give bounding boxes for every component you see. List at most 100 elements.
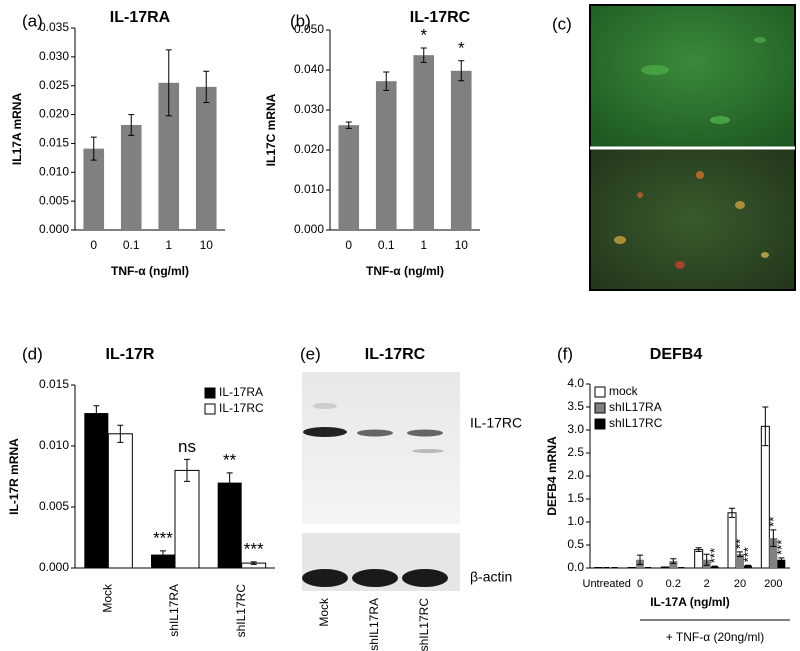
bar — [120, 124, 142, 230]
bar — [375, 81, 397, 230]
lane-label: shIL17RC — [417, 598, 431, 651]
legend-swatch — [594, 418, 606, 430]
y-axis-title: IL-17R mRNA — [7, 438, 21, 515]
bar — [83, 148, 105, 230]
bar — [217, 482, 242, 568]
y-tick-label: 1.0 — [567, 514, 584, 528]
y-axis-title: IL17A mRNA — [10, 93, 24, 166]
chart-title: DEFB4 — [650, 346, 703, 363]
y-tick-label: 2.5 — [567, 445, 584, 459]
error-bar — [93, 405, 100, 421]
bar — [760, 425, 770, 569]
bar — [338, 125, 360, 230]
x-tick-label: 0 — [90, 238, 97, 252]
bar — [195, 86, 217, 231]
error-bar — [770, 529, 777, 547]
lane-label: shIL17RA — [367, 598, 381, 651]
y-axis-title: IL17C mRNA — [264, 93, 278, 166]
error-bar — [128, 114, 135, 136]
error-bar — [695, 547, 702, 552]
y-tick-label: 1.5 — [567, 491, 584, 505]
legend-swatch — [594, 386, 606, 398]
y-tick-label: 4.0 — [567, 376, 584, 390]
x-tick-label: shIL17RA — [167, 584, 181, 637]
y-tick-label: 0.005 — [39, 499, 69, 513]
y-tick-label: 0.035 — [39, 20, 69, 34]
x-tick-label: shIL17RC — [234, 584, 248, 638]
legend-swatch — [204, 403, 216, 415]
y-tick-label: 0.0 — [567, 560, 584, 574]
chart-title: IL-17RA — [110, 9, 171, 26]
significance: ** — [732, 539, 747, 549]
significance: *** — [153, 528, 173, 547]
panel-label: (a) — [22, 11, 43, 30]
legend-label: shIL17RA — [609, 400, 662, 414]
x-tick-label: 1 — [165, 238, 172, 252]
x-tick-label: Mock — [101, 583, 115, 613]
significance: *** — [740, 547, 755, 562]
panel-label: (c) — [552, 14, 572, 33]
panel-label: (b) — [290, 11, 311, 30]
error-bar — [458, 60, 465, 82]
x-tick-label: 10 — [200, 238, 214, 252]
x-tick-label: 1 — [420, 238, 427, 252]
micrograph — [589, 4, 796, 291]
panel-label: (f) — [557, 344, 573, 363]
y-axis-title: DEFB4 mRNA — [545, 436, 559, 516]
significance: *** — [774, 540, 789, 555]
error-bar — [729, 507, 735, 518]
error-bar — [250, 561, 257, 565]
annotation: + TNF-α (20ng/ml) — [666, 630, 764, 644]
band-label: IL-17RC — [470, 415, 522, 431]
x-tick-label: 20 — [734, 578, 746, 590]
x-tick-label: 10 — [455, 238, 469, 252]
legend-label: IL-17RA — [219, 385, 263, 399]
x-tick-label: 0 — [637, 578, 643, 590]
legend-label: shIL17RC — [609, 416, 663, 430]
bar — [174, 469, 200, 569]
significance: ** — [223, 450, 237, 469]
y-tick-label: 0.010 — [39, 164, 69, 178]
legend-swatch — [594, 402, 606, 414]
chart-title: IL-17RC — [410, 9, 471, 26]
x-axis-title: IL-17A (ng/ml) — [650, 595, 730, 609]
error-bar — [737, 551, 743, 557]
error-bar — [637, 554, 643, 565]
bar — [736, 554, 744, 568]
x-tick-label: 0.2 — [666, 578, 681, 590]
bar — [694, 549, 704, 569]
y-tick-label: 0.020 — [39, 107, 69, 121]
bar — [769, 538, 778, 568]
error-bar — [762, 406, 769, 447]
y-tick-label: 0.050 — [294, 22, 324, 36]
y-tick-label: 0.000 — [39, 222, 69, 236]
panel-label: (d) — [22, 344, 43, 363]
y-tick-label: 0.015 — [39, 136, 69, 150]
bar — [413, 55, 435, 231]
y-tick-label: 2.0 — [567, 468, 584, 482]
bar — [450, 70, 472, 230]
y-tick-label: 0.000 — [39, 560, 69, 574]
legend-label: mock — [609, 384, 639, 398]
bar — [151, 554, 175, 568]
significance: ns — [178, 437, 196, 456]
chart-title: IL-17R — [106, 346, 155, 363]
y-tick-label: 0.025 — [39, 78, 69, 92]
y-tick-label: 0.010 — [294, 182, 324, 196]
x-tick-label: Untreated — [583, 578, 631, 590]
significance: * — [420, 25, 427, 44]
y-tick-label: 3.5 — [567, 399, 584, 413]
y-tick-label: 0.030 — [294, 102, 324, 116]
error-bar — [184, 458, 190, 482]
x-axis-title: TNF-α (ng/ml) — [366, 264, 444, 278]
error-bar — [711, 565, 718, 568]
western-blot — [302, 372, 460, 591]
x-tick-label: 0.1 — [123, 238, 140, 252]
band-label: β-actin — [470, 569, 512, 585]
x-tick-label: 0.1 — [378, 238, 395, 252]
bar — [158, 82, 180, 230]
y-tick-label: 0.010 — [39, 438, 69, 452]
bar — [84, 413, 109, 568]
y-tick-label: 0.020 — [294, 142, 324, 156]
